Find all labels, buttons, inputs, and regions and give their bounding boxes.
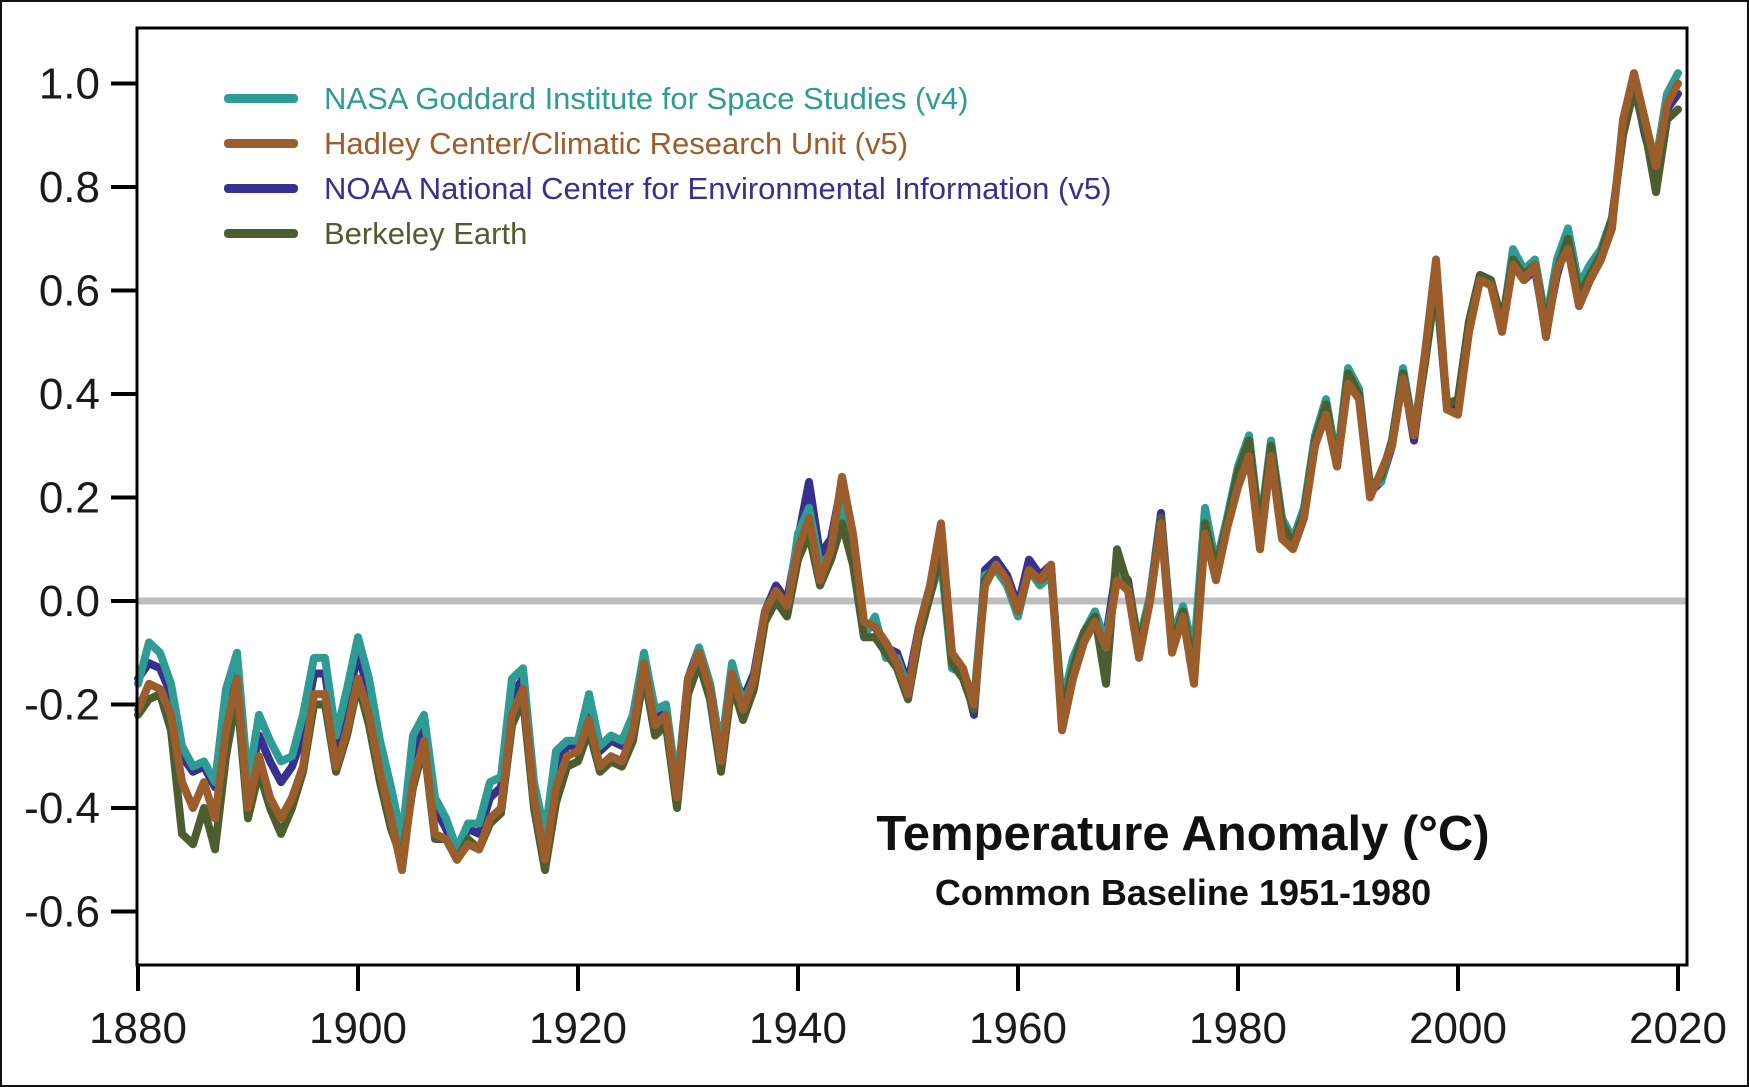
x-axis-tick-label: 1880	[89, 1004, 187, 1053]
legend-label: NOAA National Center for Environmental I…	[324, 170, 1112, 206]
legend-label: Berkeley Earth	[324, 215, 528, 251]
legend-item-berkeley-earth: Berkeley Earth	[224, 211, 1111, 256]
legend-item-hadley-cru: Hadley Center/Climatic Research Unit (v5…	[224, 121, 1111, 166]
legend-line-swatch	[224, 139, 298, 148]
x-axis-tick-label: 1920	[529, 1004, 627, 1053]
legend-item-noaa-ncei: NOAA National Center for Environmental I…	[224, 166, 1111, 211]
y-axis-tick-label: 0.8	[39, 163, 100, 212]
x-axis-tick-label: 1900	[309, 1004, 407, 1053]
y-axis-tick-label: 1.0	[39, 60, 100, 109]
chart-subtitle: Common Baseline 1951-1980	[934, 872, 1432, 914]
legend: NASA Goddard Institute for Space Studies…	[224, 76, 1111, 256]
legend-label: NASA Goddard Institute for Space Studies…	[324, 80, 969, 116]
y-axis-tick-label: -0.6	[24, 888, 100, 937]
y-axis-tick-label: -0.2	[24, 681, 100, 730]
x-axis-tick-label: 2000	[1409, 1004, 1507, 1053]
y-axis-tick-label: -0.4	[24, 784, 100, 833]
y-axis-tick-label: 0.0	[39, 577, 100, 626]
y-axis-tick-label: 0.4	[39, 370, 100, 419]
y-axis-tick-label: 0.2	[39, 474, 100, 523]
series-line-1	[134, 69, 1682, 875]
x-axis-tick-label: 2020	[1629, 1004, 1727, 1053]
title-block: Temperature Anomaly (°C) Common Baseline…	[830, 806, 1536, 914]
chart-title: Temperature Anomaly (°C)	[876, 807, 1490, 861]
x-axis-tick-label: 1940	[749, 1004, 847, 1053]
legend-label: Hadley Center/Climatic Research Unit (v5…	[324, 125, 909, 161]
legend-line-swatch	[224, 229, 298, 238]
plot-frame	[135, 26, 1689, 967]
legend-line-swatch	[224, 94, 298, 103]
x-axis-tick-label: 1960	[969, 1004, 1067, 1053]
x-axis-tick-label: 1980	[1189, 1004, 1287, 1053]
legend-item-nasa-giss: NASA Goddard Institute for Space Studies…	[224, 76, 1111, 121]
y-axis-tick-label: 0.6	[39, 267, 100, 316]
legend-line-swatch	[224, 184, 298, 193]
